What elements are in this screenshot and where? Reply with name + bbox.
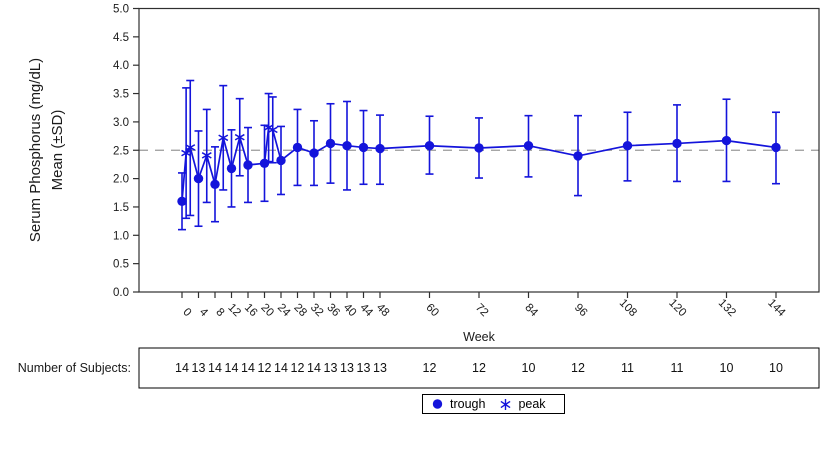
series-line: [181, 126, 777, 202]
subject-count: 12: [258, 361, 272, 375]
y-axis-title-line1: Serum Phosphorus (mg/dL): [27, 57, 44, 243]
y-axis-title-line2: Mean (±SD): [49, 109, 66, 191]
x-axis-title: Week: [463, 330, 495, 344]
y-tick-label: 0.0: [113, 287, 129, 299]
peak-marker: [201, 152, 212, 159]
trough-marker-icon: [432, 399, 443, 409]
y-tick-label: 4.0: [113, 60, 129, 72]
trough-marker: [210, 179, 220, 189]
peak-marker: [218, 134, 229, 142]
subject-count: 14: [208, 361, 222, 375]
x-tick-label: 32: [308, 302, 326, 320]
y-tick-label: 2.0: [113, 174, 129, 186]
x-tick-label: 16: [242, 302, 260, 320]
peak-marker: [267, 126, 278, 134]
trough-marker: [243, 160, 253, 170]
x-tick-label: 28: [291, 302, 309, 320]
x-tick-label: 120: [666, 297, 688, 319]
x-tick-label: 132: [716, 297, 738, 319]
trough-marker: [276, 155, 286, 166]
y-tick-label: 3.5: [113, 89, 129, 101]
trough-marker: [622, 141, 633, 151]
subject-count: 13: [373, 361, 387, 375]
legend-box: trough peak: [422, 394, 565, 414]
trough-marker: [259, 158, 270, 168]
trough-marker: [375, 143, 385, 154]
subject-count: 12: [472, 361, 486, 375]
trough-marker: [672, 138, 682, 149]
legend-trough-label: trough: [450, 397, 486, 411]
x-tick-label: 20: [258, 302, 276, 320]
subject-count: 14: [241, 361, 255, 375]
y-tick-label: 3.0: [113, 117, 129, 129]
subjects-box: [138, 347, 820, 389]
x-tick-label: 12: [225, 302, 243, 320]
x-tick-label: 72: [473, 302, 491, 320]
subject-count: 11: [671, 361, 684, 375]
trough-marker: [309, 148, 319, 158]
x-tick-label: 108: [617, 297, 639, 319]
trough-marker: [523, 141, 534, 151]
trough-marker: [177, 196, 187, 206]
subject-count: 13: [324, 361, 338, 375]
x-tick-label: 8: [213, 306, 226, 319]
x-tick-label: 44: [357, 302, 375, 320]
number-of-subjects-label: Number of Subjects:: [17, 361, 131, 375]
trough-marker: [771, 142, 781, 153]
x-tick-label: 36: [324, 302, 342, 320]
subject-count: 12: [571, 361, 585, 375]
trough-marker: [342, 141, 352, 151]
peak-marker: [181, 149, 192, 157]
peak-marker-icon: [500, 398, 511, 410]
trough-marker: [193, 173, 204, 184]
subject-count: 13: [357, 361, 371, 375]
subject-count: 10: [769, 361, 783, 375]
subject-count: 14: [274, 361, 288, 375]
trough-marker: [325, 138, 336, 149]
peak-marker: [234, 133, 245, 141]
x-tick-label: 84: [522, 302, 540, 320]
x-tick-label: 0: [180, 306, 193, 319]
subject-count: 14: [175, 361, 189, 375]
x-tick-label: 40: [341, 302, 359, 320]
y-tick-label: 2.5: [113, 145, 129, 157]
trough-marker: [226, 163, 237, 174]
y-tick-label: 4.5: [113, 32, 129, 44]
y-tick-label: 5.0: [113, 4, 129, 16]
trough-marker: [573, 151, 583, 161]
subject-count: 14: [307, 361, 321, 375]
trough-marker: [424, 141, 435, 151]
peak-marker: [185, 144, 196, 151]
x-tick-label: 24: [275, 302, 293, 320]
trough-marker: [721, 135, 732, 146]
subject-count: 10: [720, 361, 734, 375]
x-tick-label: 96: [572, 302, 590, 320]
x-tick-label: 60: [423, 302, 441, 320]
x-tick-label: 4: [197, 306, 210, 319]
x-tick-label: 144: [765, 297, 787, 319]
y-tick-label: 0.5: [113, 259, 129, 271]
subject-count: 12: [291, 361, 305, 375]
trough-marker: [358, 142, 369, 153]
subject-count: 14: [225, 361, 239, 375]
y-tick-label: 1.0: [113, 230, 129, 242]
trough-marker: [292, 142, 303, 153]
subject-count: 10: [522, 361, 536, 375]
y-tick-label: 1.5: [113, 202, 129, 214]
subject-count: 11: [621, 361, 634, 375]
subject-count: 12: [423, 361, 437, 375]
subject-count: 13: [192, 361, 206, 375]
trough-marker: [474, 143, 484, 153]
legend-peak-label: peak: [518, 397, 546, 411]
subject-count: 13: [340, 361, 354, 375]
x-tick-label: 48: [374, 302, 392, 320]
